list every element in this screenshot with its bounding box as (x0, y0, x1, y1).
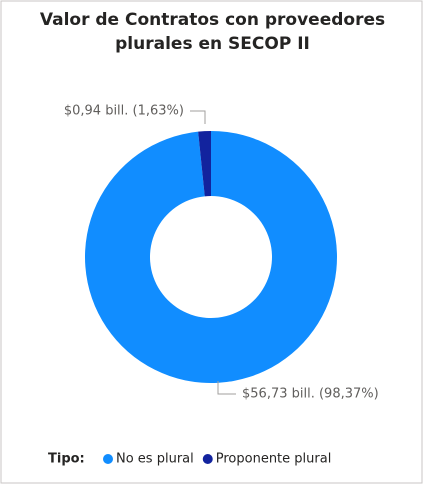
legend-marker (103, 454, 113, 464)
legend-label: Proponente plural (216, 452, 332, 467)
leader-line (190, 110, 206, 124)
donut-slice (198, 131, 211, 197)
legend-label: No es plural (116, 452, 194, 467)
leader-line (217, 381, 236, 395)
donut-slice (85, 131, 338, 384)
data-label: $0,94 bill. (1,63%) (64, 104, 184, 119)
chart-title: Valor de Contratos con proveedores plura… (39, 10, 386, 54)
data-label: $56,73 bill. (98,37%) (242, 387, 379, 402)
legend-title: Tipo: (48, 452, 85, 467)
legend-marker (202, 454, 213, 464)
